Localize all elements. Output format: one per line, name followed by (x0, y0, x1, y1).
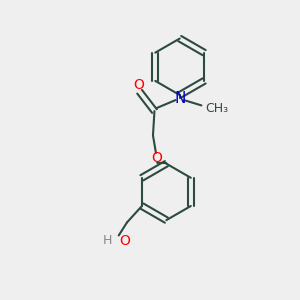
Text: O: O (133, 78, 144, 92)
Text: CH₃: CH₃ (206, 103, 229, 116)
Text: O: O (120, 234, 130, 248)
Text: N: N (174, 91, 185, 106)
Text: H: H (103, 234, 112, 247)
Text: O: O (152, 151, 163, 165)
